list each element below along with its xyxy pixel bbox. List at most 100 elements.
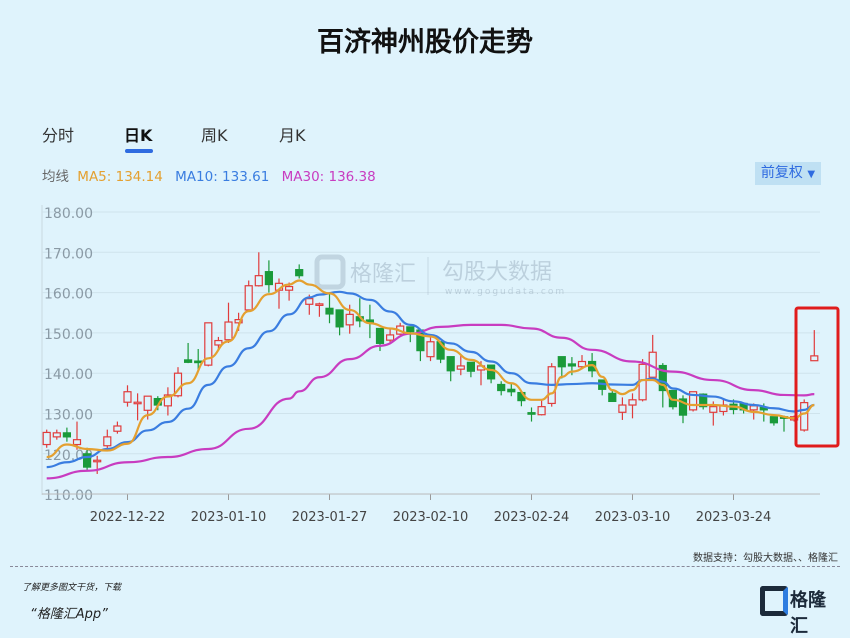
candle [608,389,617,403]
candle [487,364,496,384]
candle [466,361,475,378]
candle-body [345,313,354,326]
price-adjust-dropdown[interactable]: 前复权 ▼ [755,162,821,185]
candle [254,252,263,287]
candle-body [446,356,455,372]
candle-body [537,406,546,416]
candle [224,302,233,343]
divider [10,566,840,567]
candle-body [244,285,253,311]
candle-body [527,412,536,415]
candle [678,395,688,424]
candle-body [426,341,435,358]
brand-logo: 格隆汇 [760,584,840,637]
watermark-logo-icon [314,254,346,290]
candle [365,304,374,339]
candle [62,427,72,442]
candle [426,336,435,362]
candle [93,455,102,474]
tab-weekly-k[interactable]: 周K [201,126,228,145]
candle-body [204,322,213,366]
candle [386,328,395,343]
candle-body [254,275,263,287]
candle [244,280,253,311]
candle-body [305,298,314,305]
candle [800,399,809,432]
candle-body [749,405,758,411]
ma10-value: MA10: 133.61 [175,169,270,185]
candle [133,393,142,421]
candle [315,302,324,317]
candle-body [315,303,324,306]
candle-body [406,326,415,333]
candle [194,349,203,372]
y-tick-label: 160.00 [44,287,93,303]
candle [648,334,657,378]
candle-body [103,436,112,447]
candle-body [365,319,374,323]
candle-body [295,269,304,277]
candle-body [42,431,51,446]
candle [295,264,304,279]
x-tick-label: 2023-02-10 [393,510,469,525]
x-tick-label: 2023-03-24 [696,510,772,525]
x-tick-label: 2023-01-10 [191,510,267,525]
candle-body [163,394,172,407]
candle-body [456,365,465,370]
candle [214,336,223,350]
candle [810,330,819,362]
candle-body [466,361,475,372]
tab-intraday[interactable]: 分时 [42,126,75,145]
tab-monthly-k[interactable]: 月K [279,126,306,145]
candle-body [577,360,587,368]
x-tick-label: 2023-03-10 [595,510,671,525]
logo-icon [760,586,788,616]
candle-body [507,388,516,393]
candle [113,421,122,434]
candle [446,356,455,382]
candle [537,399,546,416]
candle [507,383,516,397]
caret-down-icon: ▼ [807,169,816,180]
ma5-value: MA5: 134.14 [77,169,163,185]
ma-label: 均线 [42,169,69,185]
candle-body [487,364,496,380]
x-tick-label: 2023-02-24 [494,510,570,525]
candle [103,429,112,450]
y-tick-label: 130.00 [44,408,93,424]
watermark-url: www.gogudata.com [445,287,566,297]
candle [577,355,587,370]
candle-body [123,391,132,403]
candle [598,379,607,396]
candle-body [133,401,142,405]
footer-app-name: “格隆汇App” [30,607,108,622]
candle-body [800,402,809,431]
candle-body [143,395,152,411]
candle [42,429,51,448]
candle-body [335,309,344,328]
data-source: 数据支持：勾股大数据、、格隆汇 [693,553,838,564]
candle-body [194,360,203,364]
candle-body [72,439,82,446]
page-title: 百济神州股价走势 [317,27,533,58]
candle-body [52,432,61,438]
tab-daily-k[interactable]: 日K [124,126,153,145]
highlight-box [794,306,840,448]
candlestick-chart: 180.00170.00160.00150.00140.00130.00120.… [41,205,840,525]
candle-body [678,398,688,416]
adjust-label: 前复权 [760,165,803,181]
ma5-line [46,279,815,459]
x-tick-label: 2023-01-27 [292,510,368,525]
candle-body [375,327,385,344]
candle-body [184,359,193,363]
candle-body [224,321,233,341]
candle [527,407,536,422]
candle [264,260,273,293]
candle [769,416,779,426]
y-tick-label: 170.00 [44,246,93,262]
candle-body [618,404,627,413]
candle-body [658,364,667,392]
candle [72,421,82,450]
candle-body [113,425,122,432]
candle [557,356,566,379]
